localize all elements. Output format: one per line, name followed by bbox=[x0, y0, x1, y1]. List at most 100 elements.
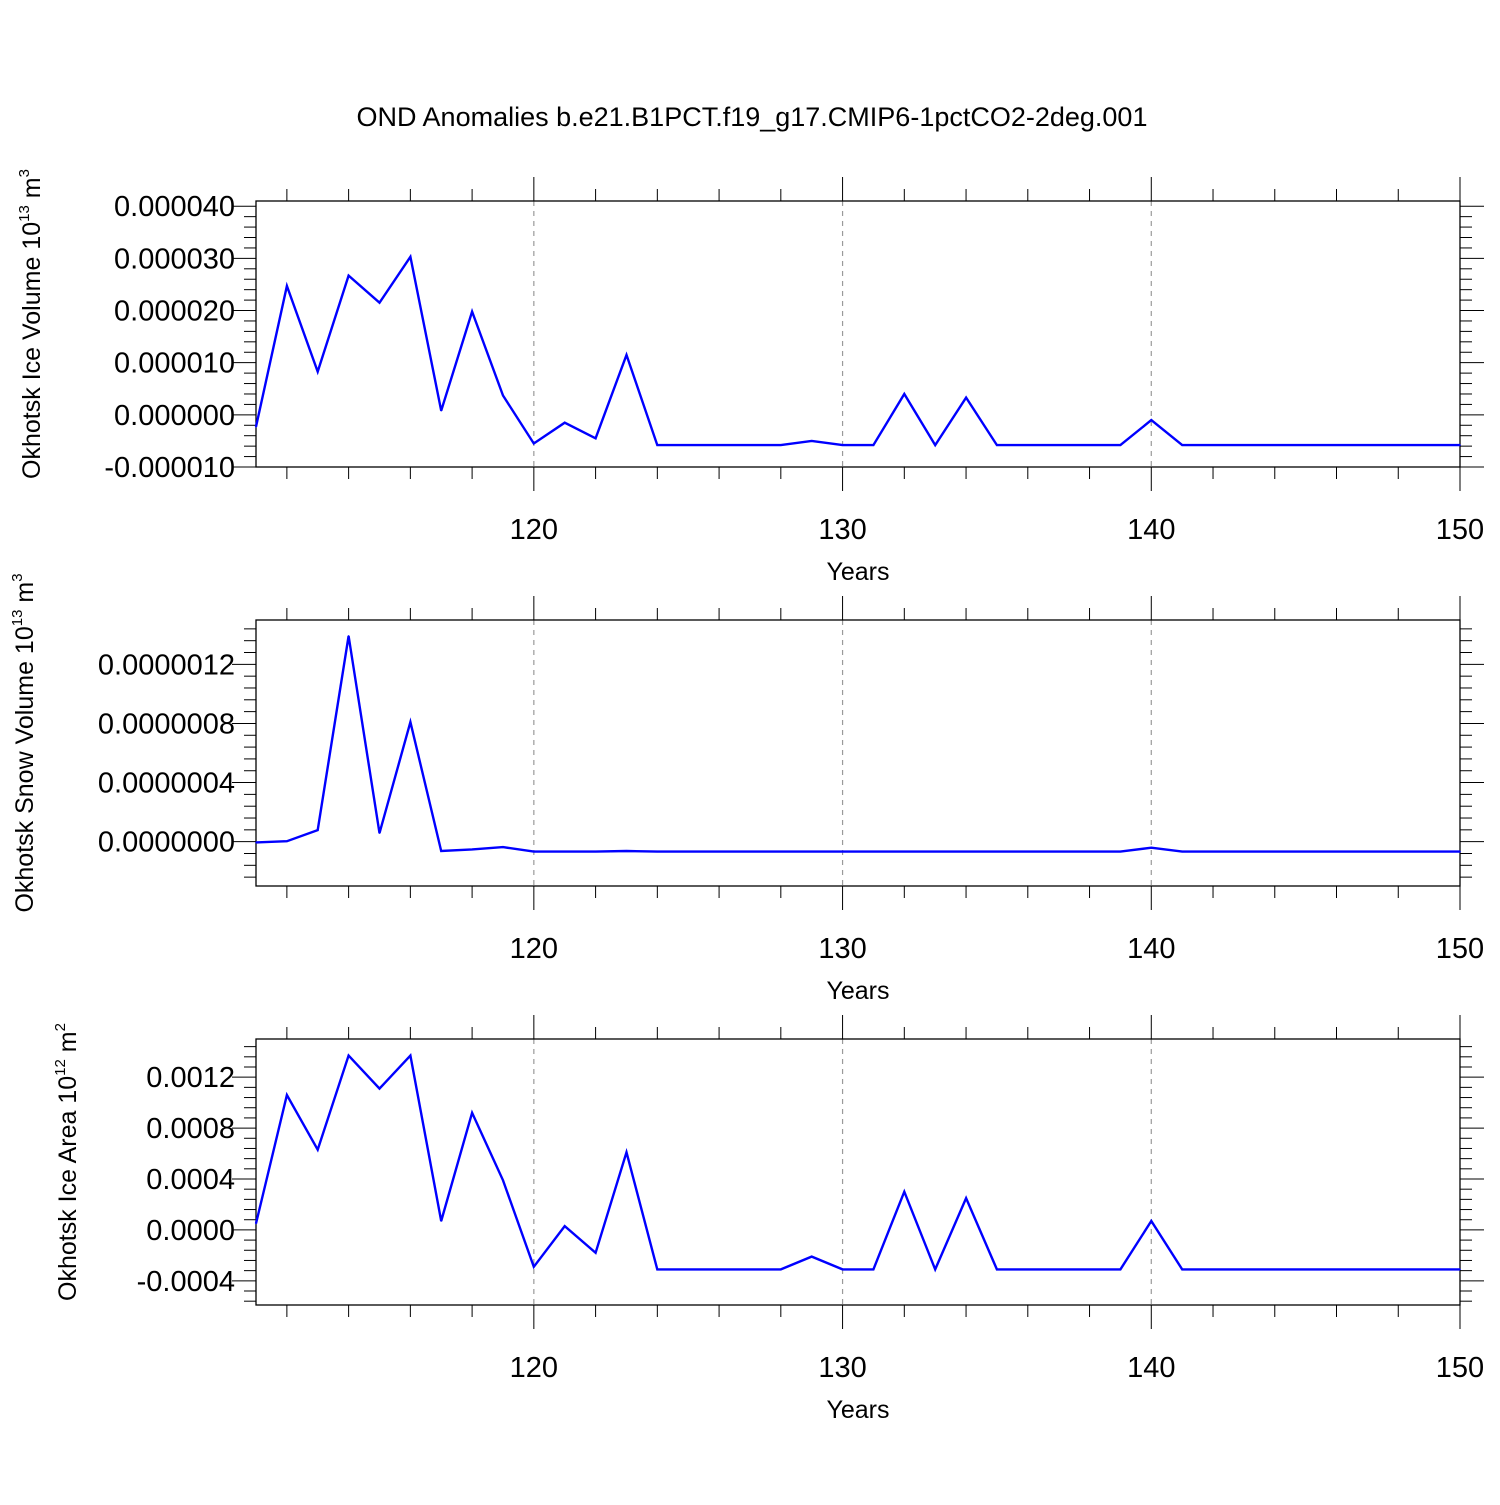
data-point bbox=[872, 444, 875, 446]
data-point bbox=[934, 444, 936, 446]
y-tick-label: 0.0000 bbox=[146, 1215, 235, 1247]
data-point bbox=[1119, 1268, 1122, 1271]
data-point bbox=[1304, 444, 1307, 446]
y-tick-label: 0.000040 bbox=[114, 191, 235, 223]
data-point bbox=[656, 1268, 659, 1271]
data-point bbox=[718, 850, 720, 853]
data-point bbox=[347, 1054, 350, 1057]
data-point bbox=[996, 444, 998, 446]
y-tick-label: -0.000010 bbox=[104, 452, 235, 484]
data-point bbox=[502, 1179, 504, 1182]
x-tick-label: 130 bbox=[818, 1352, 866, 1384]
data-point bbox=[903, 393, 906, 395]
data-point bbox=[378, 301, 381, 304]
data-point bbox=[440, 850, 443, 852]
y-tick-label: 0.000020 bbox=[114, 296, 235, 328]
x-tick-label: 150 bbox=[1436, 1352, 1484, 1384]
data-point bbox=[409, 1054, 412, 1057]
data-point bbox=[594, 437, 597, 440]
data-point bbox=[1057, 1268, 1060, 1271]
data-point bbox=[440, 1220, 443, 1222]
data-point bbox=[965, 396, 967, 399]
data-point bbox=[1026, 850, 1029, 853]
data-point bbox=[1212, 850, 1214, 853]
y-tick-label: 0.0000000 bbox=[98, 827, 235, 859]
data-point bbox=[1304, 1268, 1307, 1271]
data-point bbox=[1088, 850, 1091, 853]
data-point bbox=[1150, 1220, 1153, 1222]
data-point bbox=[1335, 850, 1338, 853]
x-axis-label: Years bbox=[826, 558, 889, 586]
data-point bbox=[502, 394, 504, 397]
data-point bbox=[1243, 1268, 1245, 1271]
x-tick-label: 140 bbox=[1127, 514, 1175, 546]
data-point bbox=[749, 444, 751, 446]
series-line bbox=[255, 635, 1460, 853]
data-point bbox=[1428, 444, 1430, 446]
data-point bbox=[286, 1094, 288, 1096]
y-axis-label: Okhotsk Ice Area 1012 m2 bbox=[52, 1023, 82, 1301]
data-point bbox=[780, 444, 782, 446]
data-point bbox=[378, 1087, 381, 1090]
data-point bbox=[656, 850, 659, 853]
data-point bbox=[718, 1268, 720, 1271]
series-line bbox=[254, 253, 1460, 448]
x-tick-label: 150 bbox=[1436, 514, 1484, 546]
data-point bbox=[687, 1268, 690, 1271]
y-tick-label: 0.0000004 bbox=[98, 768, 235, 800]
data-point bbox=[1243, 444, 1245, 446]
data-point bbox=[409, 721, 412, 723]
data-point bbox=[625, 1151, 628, 1154]
data-point bbox=[594, 1252, 597, 1254]
data-point bbox=[749, 1268, 751, 1271]
plot-frame bbox=[255, 200, 1461, 468]
data-point bbox=[841, 850, 844, 853]
data-point bbox=[656, 444, 659, 446]
y-tick-label: -0.0004 bbox=[137, 1266, 235, 1298]
data-point bbox=[316, 829, 319, 831]
data-point bbox=[471, 1112, 473, 1114]
plot-frame bbox=[255, 619, 1461, 887]
x-tick-label: 130 bbox=[818, 514, 866, 546]
x-tick-label: 120 bbox=[510, 514, 558, 546]
data-point bbox=[1026, 1268, 1029, 1271]
data-point bbox=[533, 1266, 535, 1268]
data-point bbox=[1212, 444, 1214, 446]
data-point bbox=[934, 1268, 936, 1271]
data-point bbox=[1026, 444, 1029, 446]
data-point bbox=[440, 409, 443, 412]
data-point bbox=[1366, 850, 1369, 853]
data-point bbox=[255, 426, 257, 428]
data-point bbox=[1243, 850, 1245, 853]
data-point bbox=[687, 444, 690, 446]
data-point bbox=[1119, 850, 1122, 853]
data-point bbox=[625, 354, 628, 356]
x-tick-label: 120 bbox=[510, 1352, 558, 1384]
series-line bbox=[254, 1052, 1460, 1273]
x-axis-label: Years bbox=[826, 1396, 889, 1424]
data-point bbox=[1366, 444, 1369, 446]
data-point bbox=[1304, 850, 1307, 853]
data-point bbox=[255, 1222, 257, 1225]
data-point bbox=[1459, 850, 1461, 853]
data-point bbox=[810, 1255, 813, 1258]
data-point bbox=[1273, 850, 1276, 853]
data-point bbox=[1150, 846, 1153, 849]
data-point bbox=[872, 850, 875, 853]
data-point bbox=[286, 840, 288, 843]
data-point bbox=[1459, 1268, 1461, 1271]
data-point bbox=[1212, 1268, 1214, 1271]
x-tick-label: 140 bbox=[1127, 933, 1175, 965]
x-axis-label: Years bbox=[826, 977, 889, 1005]
data-point bbox=[1088, 444, 1091, 446]
data-point bbox=[841, 1268, 844, 1271]
data-point bbox=[1181, 444, 1183, 446]
data-point bbox=[347, 274, 350, 277]
y-tick-label: 0.000030 bbox=[114, 243, 235, 275]
y-tick-label: 0.0004 bbox=[146, 1164, 235, 1196]
data-point bbox=[810, 850, 813, 853]
data-point bbox=[965, 850, 967, 853]
data-point bbox=[687, 850, 690, 853]
y-tick-label: 0.0000008 bbox=[98, 708, 235, 740]
